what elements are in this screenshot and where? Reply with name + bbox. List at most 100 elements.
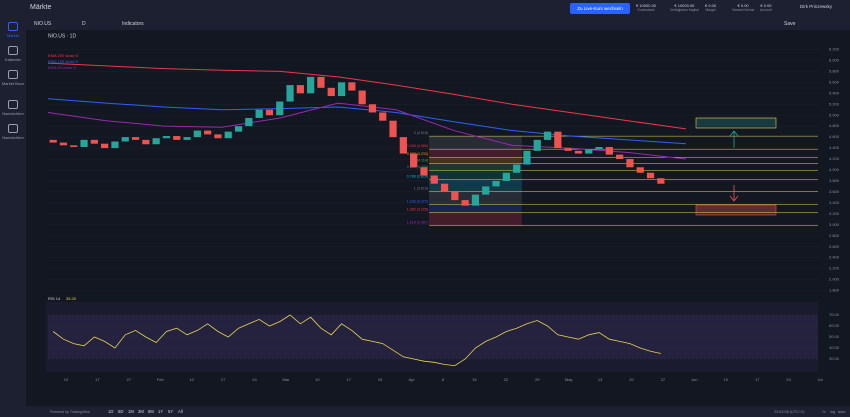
scale-toggle[interactable]: log: [830, 410, 835, 414]
fib-zone: [429, 163, 522, 171]
x-tick-label: 10: [724, 377, 729, 382]
interval[interactable]: D: [82, 21, 86, 27]
icon: [8, 22, 18, 31]
candle: [471, 194, 480, 206]
fib-zone: [429, 179, 522, 192]
candle: [204, 130, 212, 135]
y-tick-label: 3.000: [829, 222, 840, 227]
nav-label: Market Buzz: [1, 81, 25, 86]
indicators[interactable]: Indicators: [122, 21, 144, 27]
candle: [162, 136, 171, 139]
candle: [131, 137, 140, 140]
x-tick-label: 27: [661, 377, 666, 382]
x-tick-label: 24: [378, 377, 383, 382]
price-axis: [818, 30, 850, 417]
candle: [317, 76, 325, 88]
y-tick-label: 6.000: [829, 57, 840, 62]
range-button[interactable]: 5D: [118, 409, 123, 414]
range-button[interactable]: 6M: [148, 409, 154, 414]
nav-item[interactable]: Nachrichten: [0, 100, 26, 116]
candle: [214, 134, 222, 139]
range-button[interactable]: 1M: [128, 409, 134, 414]
rsi-tick-label: 60.00: [829, 323, 840, 328]
x-tick-label: Feb: [157, 377, 165, 382]
x-tick-label: 8: [442, 377, 445, 382]
stat-label: Account: [760, 8, 772, 12]
nav-item[interactable]: Nachrichten: [0, 124, 26, 140]
y-tick-label: 3.200: [829, 211, 840, 216]
stat-value: € 0.00: [737, 3, 749, 8]
y-tick-label: 3.400: [829, 200, 840, 205]
user-name[interactable]: Dirk Prinzewsky: [800, 4, 833, 9]
legend-entry: EMA 100 close 0: [48, 59, 79, 64]
nav-item[interactable]: Märkte: [0, 22, 26, 38]
candle: [234, 126, 243, 132]
chart: 1.800 2.000 2.200 2.400 2.600 2.800 3.000 3.200…: [26, 30, 850, 417]
scale-toggle[interactable]: %: [822, 410, 826, 414]
candle: [142, 139, 150, 145]
candle: [574, 150, 583, 154]
stat-value: € 0.00: [760, 3, 772, 8]
top-bar: Märkte Zu Live-Kurs wechseln € 10000.00 K…: [0, 0, 850, 19]
x-tick-label: Jul: [817, 377, 822, 382]
candle: [543, 131, 552, 140]
fib-label: 1 (3.610): [414, 186, 428, 190]
nav-item[interactable]: Kalender: [0, 46, 26, 62]
stop-zone: [695, 204, 777, 216]
y-tick-label: 2.200: [829, 266, 840, 271]
nav-item[interactable]: Market Buzz: [0, 70, 26, 86]
rsi-tick-label: 30.00: [829, 356, 840, 361]
y-tick-label: 5.800: [829, 68, 840, 73]
candle: [461, 200, 469, 206]
candle: [337, 82, 346, 97]
symbol[interactable]: NIO.US: [34, 21, 52, 27]
candle: [183, 137, 191, 140]
candle: [554, 131, 562, 149]
x-tick-label: 24: [786, 377, 791, 382]
icon: [8, 124, 18, 133]
rsi-tick-label: 50.00: [829, 334, 840, 339]
y-tick-label: 5.200: [829, 101, 840, 106]
x-tick-label: 17: [95, 377, 100, 382]
candle: [420, 167, 428, 176]
x-tick-label: 10: [189, 377, 194, 382]
target-zone: [695, 117, 777, 129]
range-button[interactable]: 3M: [138, 409, 144, 414]
range-button[interactable]: 1D: [108, 409, 113, 414]
candle: [379, 112, 387, 121]
x-tick-label: 29: [535, 377, 540, 382]
candle: [49, 139, 57, 143]
stat: € 0.00 Margin: [705, 3, 716, 12]
stat: € 10000.00 Kontostand: [636, 3, 656, 12]
range-button[interactable]: 5Y: [168, 409, 173, 414]
chart-title: NIO.US · 1D: [48, 33, 76, 39]
live-button[interactable]: Zu Live-Kurs wechseln: [570, 3, 630, 14]
y-tick-label: 4.800: [829, 123, 840, 128]
fib-zone: [429, 149, 522, 158]
stat-value: € 10000.00: [674, 3, 695, 8]
candle: [59, 142, 68, 146]
save[interactable]: Save: [784, 21, 796, 27]
scale-toggle[interactable]: auto: [838, 410, 845, 414]
range-button[interactable]: 1Y: [158, 409, 163, 414]
fib-label: 0.786 (3.826): [407, 174, 428, 178]
x-tick-label: 15: [472, 377, 477, 382]
fib-label: 1.236 (3.372): [407, 199, 428, 203]
nav-label: Nachrichten: [2, 135, 24, 140]
candle: [451, 191, 459, 201]
candle: [368, 104, 377, 113]
range-button[interactable]: All: [178, 409, 183, 414]
stat-label: Verfügbares Kapital: [670, 8, 699, 12]
up-arrow: [729, 130, 739, 148]
x-tick-label: 27: [127, 377, 132, 382]
candle: [348, 82, 356, 91]
stat-value: € 10000.00: [636, 3, 657, 8]
y-tick-label: 1.800: [829, 288, 840, 293]
x-tick-label: 22: [504, 377, 509, 382]
legend-entry: EMA 200 close 0: [48, 53, 79, 58]
candle: [389, 120, 397, 138]
candle: [70, 145, 78, 147]
candle: [410, 153, 418, 168]
candle: [307, 76, 315, 94]
